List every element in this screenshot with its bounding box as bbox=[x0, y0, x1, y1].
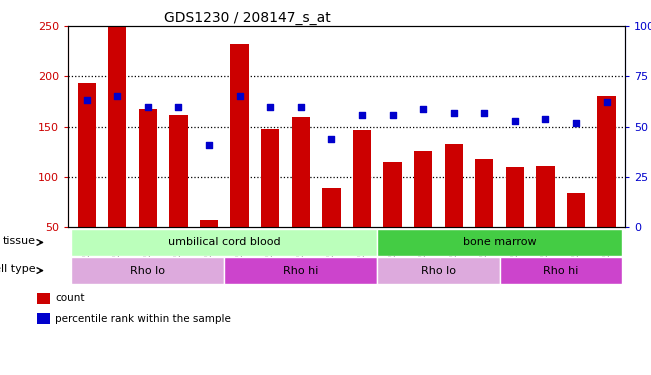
Bar bbox=[377, 229, 622, 256]
Bar bbox=[567, 193, 585, 227]
Bar bbox=[261, 129, 279, 227]
Point bbox=[357, 111, 367, 117]
Bar bbox=[383, 162, 402, 227]
Text: percentile rank within the sample: percentile rank within the sample bbox=[55, 314, 231, 324]
Bar bbox=[108, 26, 126, 227]
Bar bbox=[72, 229, 377, 256]
Bar bbox=[377, 257, 499, 284]
Bar bbox=[475, 159, 493, 227]
Point bbox=[234, 93, 245, 99]
Text: Rho hi: Rho hi bbox=[283, 266, 318, 276]
Bar bbox=[445, 144, 463, 227]
Bar bbox=[322, 188, 340, 227]
Text: GDS1230 / 208147_s_at: GDS1230 / 208147_s_at bbox=[164, 11, 331, 25]
Text: Rho hi: Rho hi bbox=[543, 266, 579, 276]
Bar bbox=[225, 257, 377, 284]
Text: Rho lo: Rho lo bbox=[421, 266, 456, 276]
Bar bbox=[230, 44, 249, 227]
Point bbox=[204, 142, 214, 148]
Bar bbox=[200, 220, 218, 227]
Bar bbox=[506, 166, 524, 227]
Point bbox=[173, 104, 184, 110]
Text: cell type: cell type bbox=[0, 264, 36, 274]
Text: tissue: tissue bbox=[3, 236, 36, 246]
Point bbox=[479, 110, 490, 116]
Bar bbox=[353, 130, 371, 227]
Bar bbox=[169, 114, 187, 227]
Point bbox=[265, 104, 275, 110]
Point bbox=[510, 117, 520, 123]
Bar bbox=[414, 151, 432, 227]
Bar bbox=[72, 257, 225, 284]
Point bbox=[418, 105, 428, 111]
Bar bbox=[499, 257, 622, 284]
Point bbox=[387, 111, 398, 117]
Point bbox=[143, 104, 153, 110]
Point bbox=[602, 99, 612, 105]
Point bbox=[296, 104, 306, 110]
Point bbox=[449, 110, 459, 116]
Bar bbox=[598, 96, 616, 227]
Text: umbilical cord blood: umbilical cord blood bbox=[168, 237, 281, 248]
Bar bbox=[37, 293, 50, 304]
Point bbox=[571, 120, 581, 126]
Bar bbox=[37, 313, 50, 324]
Point bbox=[81, 98, 92, 104]
Bar bbox=[292, 117, 310, 227]
Bar bbox=[139, 108, 157, 227]
Text: count: count bbox=[55, 293, 85, 303]
Text: Rho lo: Rho lo bbox=[130, 266, 165, 276]
Point bbox=[112, 93, 122, 99]
Point bbox=[540, 116, 551, 122]
Bar bbox=[536, 166, 555, 227]
Text: bone marrow: bone marrow bbox=[463, 237, 536, 248]
Point bbox=[326, 136, 337, 142]
Bar bbox=[77, 83, 96, 227]
